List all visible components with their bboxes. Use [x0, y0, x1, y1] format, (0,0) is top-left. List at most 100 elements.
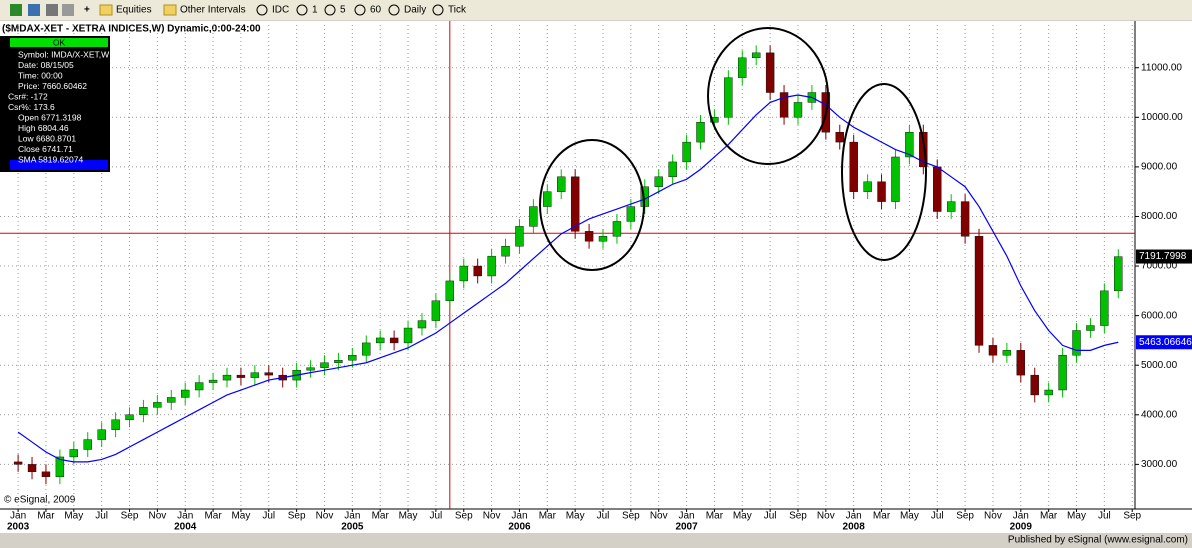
data-window-line: Time: 00:00	[18, 70, 63, 80]
candle-body	[139, 407, 148, 415]
candle-body	[250, 372, 260, 378]
plot-background	[0, 21, 1192, 533]
x-tick-label: Sep	[455, 511, 473, 522]
y-tick-label: 7000.00	[1141, 261, 1178, 272]
x-tick-label: Jan	[511, 511, 527, 522]
candle-body	[835, 131, 844, 143]
y-tick-label: 5000.00	[1141, 360, 1178, 371]
x-tick-label: May	[566, 511, 585, 522]
candle-body	[696, 122, 705, 143]
x-tick-label: Nov	[483, 511, 501, 522]
price-label: 7191.7998	[1139, 251, 1187, 262]
icon[interactable]	[163, 4, 177, 16]
toolbar-button[interactable]: Other Intervals	[180, 5, 246, 16]
candle-body	[487, 255, 496, 277]
data-window-line: Price: 7660.60462	[18, 81, 87, 91]
candle-body	[167, 397, 176, 403]
candle-body	[362, 342, 371, 356]
candle-body	[403, 327, 413, 344]
x-tick-label: May	[733, 511, 752, 522]
price-label: 5463.06646	[1139, 337, 1192, 348]
candle-body	[417, 320, 427, 329]
toolbar-button[interactable]: Tick	[448, 5, 467, 16]
x-tick-label: Jan	[1013, 511, 1029, 522]
toolbar-button[interactable]: IDC	[272, 5, 289, 16]
price-label-box	[1136, 249, 1192, 264]
icon	[256, 4, 268, 16]
x-tick-label: Jan	[679, 511, 695, 522]
x-tick-label: May	[1067, 511, 1086, 522]
data-window-line: Low 6680.8701	[18, 133, 76, 143]
x-tick-label: May	[231, 511, 250, 522]
y-tick-label: 9000.00	[1141, 162, 1178, 173]
candle-body	[682, 141, 691, 163]
status-text: Published by eSignal (www.esignal.com)	[1008, 535, 1188, 546]
annotation-circle	[841, 83, 927, 261]
year-label: 2009	[1010, 522, 1033, 533]
toolbar-button[interactable]: 5	[340, 5, 346, 16]
candle-body	[891, 156, 900, 202]
data-window-line: Date: 08/15/05	[18, 60, 74, 70]
data-window-line: Csr%: 173.6	[8, 102, 55, 112]
icon[interactable]	[10, 4, 22, 16]
candle-body	[375, 337, 385, 344]
x-tick-label: Jul	[764, 511, 777, 522]
y-tick-label: 6000.00	[1141, 310, 1178, 321]
status-bar	[0, 533, 1192, 548]
candle-body	[473, 265, 482, 277]
x-tick-label: May	[900, 511, 919, 522]
candle-body	[612, 221, 622, 237]
toolbar-button[interactable]: 60	[370, 5, 382, 16]
icon[interactable]	[99, 4, 113, 16]
data-window-line: Symbol: IMDA/X-XET,W	[18, 49, 109, 59]
icon[interactable]	[62, 4, 74, 16]
toolbar-button[interactable]: Daily	[404, 5, 426, 16]
x-tick-label: May	[64, 511, 83, 522]
icon	[296, 4, 308, 16]
x-tick-label: Mar	[37, 511, 55, 522]
candle-body	[724, 77, 733, 118]
candle-body	[1044, 389, 1053, 396]
price-label-box	[1136, 335, 1192, 350]
candle-body	[389, 337, 399, 344]
x-tick-label: Jul	[1098, 511, 1111, 522]
candle-body	[194, 382, 204, 391]
x-tick-label: Sep	[1123, 511, 1141, 522]
candle-body	[1002, 350, 1012, 356]
candle-body	[626, 206, 636, 222]
data-window-line: Open 6771.3198	[18, 112, 82, 122]
candle-body	[334, 360, 343, 363]
candle-body	[111, 419, 120, 430]
x-tick-label: Sep	[789, 511, 807, 522]
candle-body	[55, 456, 65, 477]
candle-body	[543, 191, 552, 207]
y-tick-label: 10000.00	[1141, 112, 1183, 123]
candle-body	[501, 246, 510, 257]
x-tick-label: Jul	[95, 511, 108, 522]
candle-body	[668, 161, 677, 178]
toolbar-button[interactable]: 1	[312, 5, 318, 16]
candle-body	[97, 429, 106, 440]
data-window-line: Close 6741.71	[18, 144, 73, 154]
candle-body	[654, 176, 663, 187]
chart-title: ($MDAX-XET - XETRA INDICES,W) Dynamic,0:…	[2, 24, 261, 35]
x-tick-label: Sep	[956, 511, 974, 522]
candle-body	[529, 206, 538, 227]
candle-body	[13, 461, 23, 465]
candle-body	[752, 52, 761, 59]
icon	[432, 4, 444, 16]
icon[interactable]	[46, 4, 58, 16]
candle-body	[236, 374, 246, 378]
x-tick-label: Nov	[316, 511, 334, 522]
icon[interactable]	[28, 4, 40, 16]
candle-body	[919, 131, 928, 168]
sma-line	[17, 94, 1119, 463]
toolbar-button[interactable]: Equities	[116, 5, 152, 16]
icon[interactable]: +	[84, 5, 90, 16]
x-tick-label: Jul	[597, 511, 610, 522]
candle-body	[960, 201, 970, 237]
x-tick-label: Mar	[873, 511, 891, 522]
x-tick-label: Nov	[650, 511, 668, 522]
